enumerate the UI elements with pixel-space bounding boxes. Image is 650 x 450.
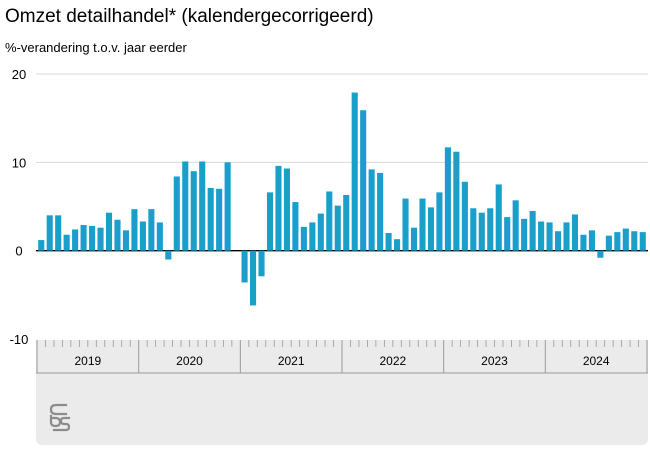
bar-2020-02 [148,209,155,251]
bar-2022-10 [419,198,426,251]
bar-2024-03 [563,222,570,251]
bar-2023-01 [444,147,451,251]
y-axis-label: %-verandering t.o.v. jaar eerder [5,40,187,55]
bar-2024-07 [597,250,604,258]
bar-2023-11 [529,210,536,251]
bar-2021-07 [292,202,299,251]
bar-2021-04 [266,192,274,251]
bar-2022-06 [385,233,392,251]
bar-2021-10 [317,213,324,251]
y-tick-label: 0 [15,244,22,259]
x-tick-label-2022: 2022 [379,354,406,368]
bar-2022-02 [351,92,358,251]
x-tick-label-2020: 2020 [176,354,203,368]
bar-2020-09 [207,187,214,251]
bar-2019-01 [38,240,45,251]
bar-2020-04 [165,250,172,260]
bar-2023-04 [470,208,477,251]
bar-2024-09 [614,232,621,251]
bar-2020-11 [224,162,231,251]
bar-2022-07 [394,239,401,251]
bar-2024-12 [639,232,646,251]
bar-2024-04 [571,214,579,251]
bar-2019-06 [80,225,87,251]
bar-2024-05 [580,234,587,251]
bar-2023-05 [478,212,485,251]
y-tick-label: 20 [12,67,26,82]
cbs-logo-icon [49,403,71,432]
bar-2023-08 [504,217,511,251]
y-tick-labels: 20 10 0 -10 [10,67,29,347]
bar-2021-03 [258,250,265,277]
bar-2019-08 [97,227,104,251]
bar-2020-06 [182,161,189,251]
bar-2020-05 [173,176,180,251]
bar-2022-08 [402,198,409,251]
bar-2023-06 [487,208,494,251]
bar-series [38,92,646,306]
x-tick-label-2021: 2021 [278,354,305,368]
y-tick-label: 10 [12,155,26,170]
bar-2021-11 [326,191,333,251]
x-axis: 2019 2020 2021 2022 2023 2024 [36,340,648,374]
bar-2019-12 [131,209,138,251]
x-tick-label-2019: 2019 [74,354,101,368]
bar-2024-01 [546,222,553,251]
bar-2022-09 [410,227,418,251]
bar-2021-02 [249,250,257,306]
grid-lines [36,73,648,252]
bar-2020-03 [156,222,163,251]
bar-2023-09 [512,200,519,251]
bar-2022-05 [377,172,384,251]
bar-2024-02 [554,231,562,251]
bar-2021-06 [283,168,290,251]
bar-2024-08 [605,235,612,251]
bar-2021-05 [275,165,282,251]
bar-2023-02 [453,151,460,251]
bar-2024-10 [622,228,629,251]
x-tick-label-2023: 2023 [481,354,508,368]
bar-2023-07 [495,184,502,251]
bar-2020-01 [139,221,146,251]
x-tick-label-2024: 2024 [583,354,610,368]
chart-title: Omzet detailhandel* (kalendergecorrigeer… [5,6,374,27]
bar-2021-08 [300,226,307,251]
bar-2019-10 [114,219,121,251]
bar-2019-03 [55,215,62,251]
bar-2021-01 [241,250,248,283]
bar-2022-12 [436,192,443,251]
bar-2023-10 [521,218,528,251]
bar-2019-07 [89,225,96,251]
bar-2023-12 [538,221,545,251]
bar-2019-09 [105,212,113,251]
bar-2021-12 [334,205,341,251]
bar-2020-07 [190,171,197,251]
bar-2021-09 [309,222,316,251]
bar-2022-04 [368,169,375,251]
bar-2019-02 [46,215,53,251]
bar-2022-03 [360,110,367,251]
bar-2019-05 [72,229,79,251]
bar-2024-06 [588,230,595,251]
bar-2020-10 [216,188,223,251]
bar-2022-11 [427,207,435,251]
bar-2024-11 [631,231,638,251]
bar-2019-04 [63,234,70,251]
bar-2020-08 [199,161,206,251]
y-tick-label: -10 [10,332,29,347]
bar-2023-03 [461,181,468,251]
bar-2022-01 [343,195,350,251]
bar-2019-11 [122,230,130,251]
